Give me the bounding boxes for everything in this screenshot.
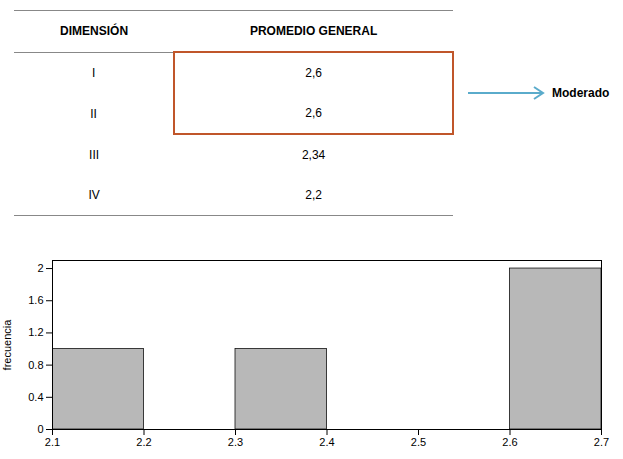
html-text:III: III (89, 147, 100, 162)
html-text:2,34: 2,34 (301, 148, 326, 162)
svg-text:2.1: 2.1 (45, 436, 60, 448)
html-text:2,2: 2,2 (305, 188, 322, 202)
svg-text:frecuencia: frecuencia (1, 319, 13, 371)
svg-text:2.2: 2.2 (136, 436, 151, 448)
svg-text:1.2: 1.2 (28, 326, 43, 338)
svg-text:0.4: 0.4 (28, 391, 43, 403)
html-text:Moderado: Moderado (552, 86, 610, 100)
svg-text:2.7: 2.7 (594, 436, 609, 448)
svg-text:0.8: 0.8 (28, 359, 43, 371)
html-text:DIMENSIÓN: DIMENSIÓN (60, 24, 129, 39)
html-text:I: I (91, 65, 96, 80)
svg-text:0: 0 (37, 423, 43, 435)
html-text:2,6: 2,6 (305, 66, 322, 80)
svg-text:2.6: 2.6 (502, 436, 517, 448)
svg-text:2.3: 2.3 (228, 436, 243, 448)
html-text:II: II (90, 106, 97, 121)
svg-text:2.5: 2.5 (411, 436, 426, 448)
svg-text:2: 2 (37, 262, 43, 274)
html-text:IV: IV (88, 188, 100, 202)
html-text:PROMEDIO GENERAL: PROMEDIO GENERAL (249, 24, 378, 38)
html-text:2,6: 2,6 (305, 106, 322, 120)
svg-text:2.4: 2.4 (319, 436, 334, 448)
svg-text:1.6: 1.6 (28, 294, 43, 306)
